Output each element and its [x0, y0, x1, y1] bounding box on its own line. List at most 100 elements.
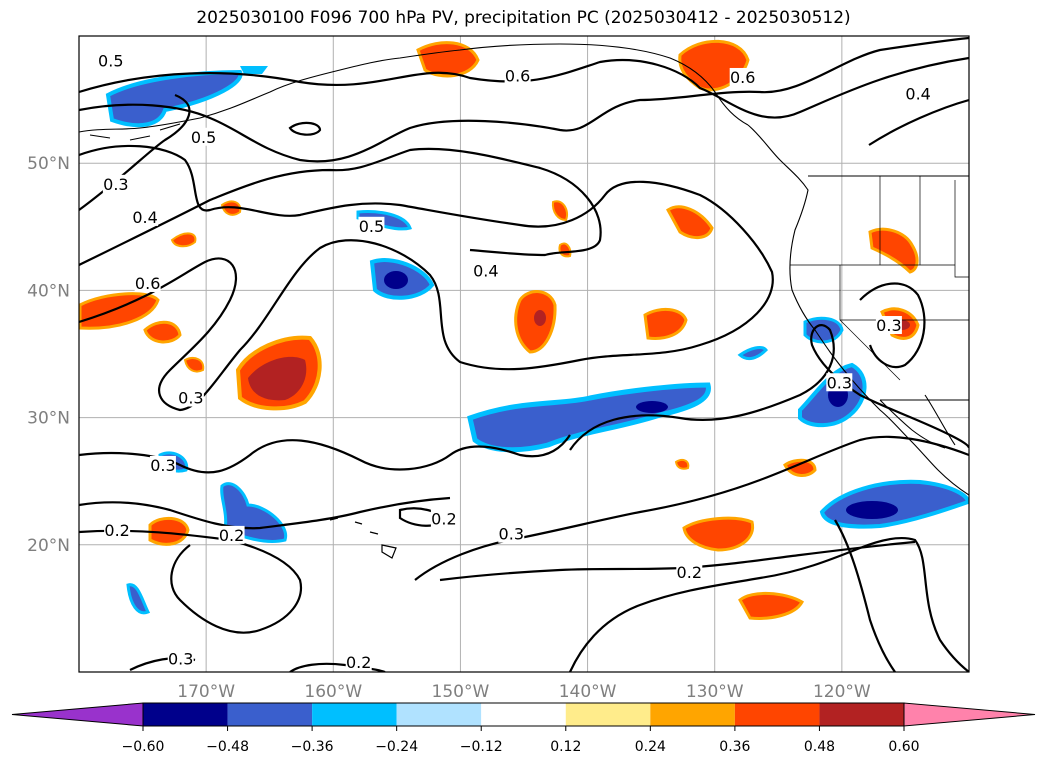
precip-negative-area [240, 66, 268, 74]
aleutian-islands [89, 123, 181, 141]
precip-negative-area [105, 69, 243, 128]
pv-contour [289, 662, 386, 672]
contour-label: 0.2 [104, 521, 129, 540]
precip-negative-core [636, 401, 668, 413]
precip-negative-area [126, 583, 151, 615]
colorbar-tick-label: −0.12 [460, 739, 503, 755]
pv-contour [79, 56, 969, 119]
pv-contour [834, 519, 896, 672]
contour-label-bg [345, 653, 372, 672]
contour-label-bg [498, 524, 525, 543]
pv-contour [79, 496, 451, 530]
colorbar-min-extension [11, 702, 144, 727]
colorbar-segment [565, 703, 651, 726]
colorbar-segment [143, 703, 228, 726]
contour-label-bg [134, 274, 161, 293]
colorbar-tick-label: 0.36 [719, 739, 750, 755]
map-frame [78, 35, 970, 673]
colorbar-segment [312, 703, 397, 726]
colorbar-segment [734, 703, 820, 726]
lat-tick-label: 20°N [27, 536, 70, 556]
lat-tick-label: 30°N [27, 409, 70, 429]
contour-label: 0.3 [499, 525, 524, 544]
alaska-coastline [79, 43, 749, 133]
colorbar: −0.60 −0.48 −0.36 −0.24 −0.12 0.12 0.24 0.36 0.4… [11, 702, 1036, 755]
contour-label: 0.5 [191, 128, 216, 147]
map-title: 2025030100 F096 700 hPa PV, precipitatio… [196, 8, 851, 28]
precip-positive-core [248, 356, 307, 401]
hawaii-islands [329, 517, 397, 559]
contour-label-bg [97, 51, 124, 70]
colorbar-frame [142, 702, 905, 727]
precip-negative-core [846, 501, 898, 519]
contour-label: 0.4 [473, 261, 498, 280]
lon-tick-label: 140°W [559, 682, 617, 702]
contour-label: 0.2 [431, 509, 456, 528]
colorbar-tick-label: −0.60 [122, 739, 165, 755]
contour-label-bg [218, 525, 245, 544]
pv-contour [79, 434, 571, 474]
precip-positive-area [558, 242, 572, 258]
colorbar-tick-label: −0.24 [375, 739, 418, 755]
precip-positive-area [416, 41, 480, 78]
precip-positive-area [148, 516, 190, 546]
baja-coastline [879, 394, 956, 449]
pv-contour [79, 144, 774, 412]
contour-label: 0.3 [150, 456, 175, 475]
contour-label-bg [905, 84, 932, 103]
contour-label: 0.6 [730, 68, 755, 87]
colorbar-segment [227, 703, 313, 726]
colorbar-max-extension [903, 702, 1036, 727]
pv-contours [79, 36, 969, 672]
contour-label: 0.3 [168, 649, 193, 668]
contour-label: 0.5 [98, 51, 123, 70]
lon-tick-label: 120°W [813, 682, 871, 702]
contour-label-bg [102, 174, 129, 193]
colorbar-tick-label: −0.48 [206, 739, 249, 755]
axis-labels: 170°W 160°W 150°W 140°W 130°W 120°W 20°N 30°N 40… [27, 154, 871, 702]
lon-tick-label: 170°W [177, 682, 235, 702]
colorbar-tick-label: 0.60 [888, 739, 919, 755]
precip-positive-area [183, 357, 205, 373]
contour-label: 0.6 [505, 67, 530, 86]
contour-label-bg [177, 388, 204, 407]
contour-label-bg [358, 216, 385, 235]
state-borders [790, 176, 969, 381]
precip-positive-area [666, 205, 714, 239]
contour-label: 0.4 [905, 85, 930, 104]
contour-label-bg [167, 649, 194, 668]
contour-label-bg [472, 261, 499, 280]
coastlines [79, 43, 969, 559]
contour-label-bg [729, 67, 756, 86]
pv-contour [859, 282, 926, 369]
bc-coastline [747, 124, 969, 496]
contour-label: 0.3 [103, 175, 128, 194]
pv-contour [79, 147, 602, 266]
contour-label: 0.6 [135, 274, 160, 293]
contour-label-bg [504, 66, 531, 85]
precip-positive-area [643, 307, 688, 340]
contour-label-bg [875, 316, 902, 335]
precip-positive-area [783, 458, 817, 477]
precip-positive-core [534, 310, 546, 326]
contour-label-bg [104, 520, 131, 539]
lon-tick-label: 160°W [304, 682, 362, 702]
precip-positive-area [143, 320, 182, 344]
lat-tick-label: 40°N [27, 281, 70, 301]
pv-contour [868, 98, 969, 146]
lon-tick-label: 150°W [432, 682, 490, 702]
contour-label-bg [132, 207, 159, 226]
precip-negative-core [384, 271, 408, 289]
map-background [79, 36, 969, 672]
contour-label-bg [149, 455, 176, 474]
precip-positive-area [551, 200, 568, 222]
pv-contour [568, 536, 969, 672]
colorbar-tick-label: 0.12 [550, 739, 581, 755]
pv-contour [569, 324, 969, 451]
contour-label-bg [430, 509, 457, 528]
precip-positive-area [682, 516, 755, 552]
lat-tick-label: 50°N [27, 154, 70, 174]
pv-contour [79, 529, 303, 634]
pv-contour [288, 121, 322, 136]
